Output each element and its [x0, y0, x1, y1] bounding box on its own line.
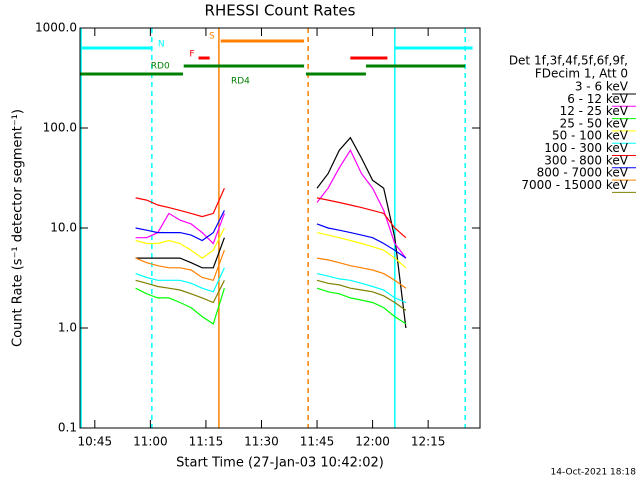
x-tick-label: 11:00: [133, 435, 168, 449]
series-line: [135, 249, 407, 289]
chart-title: RHESSI Count Rates: [205, 2, 356, 20]
x-tick-label: 10:45: [78, 435, 113, 449]
y-tick-label: 1.0: [58, 321, 77, 335]
flag-label: RD0: [151, 62, 170, 72]
legend-label: 100 - 300 keV: [544, 141, 628, 155]
legend-title: FDecim 1, Att 0: [535, 67, 628, 81]
series-line: [135, 210, 407, 259]
series-line: [135, 267, 407, 304]
legend-title: Det 1f,3f,4f,5f,6f,9f,: [509, 54, 628, 68]
series-line: [135, 227, 407, 269]
y-axis-label: Count Rate (s⁻¹ detector segment⁻¹): [11, 109, 26, 347]
legend-label: 7000 - 15000 keV: [521, 178, 628, 192]
y-tick-label: 10.0: [50, 221, 77, 235]
series-line: [135, 148, 407, 259]
x-tick-label: 12:00: [355, 435, 390, 449]
series-line: [135, 187, 407, 239]
x-axis-label: Start Time (27-Jan-03 10:42:02): [176, 456, 384, 471]
legend-label: 6 - 12 keV: [567, 92, 629, 106]
x-tick-label: 11:15: [189, 435, 224, 449]
series-line: [135, 136, 407, 329]
x-tick-label: 12:15: [411, 435, 446, 449]
y-tick-label: 0.1: [58, 421, 77, 435]
legend-label: 300 - 800 keV: [544, 153, 628, 167]
legend-label: 25 - 50 keV: [560, 116, 629, 130]
flag-label: F: [189, 50, 194, 60]
x-tick-label: 11:45: [300, 435, 335, 449]
series-line: [135, 287, 407, 325]
legend-label: 50 - 100 keV: [552, 129, 629, 143]
series-line: [135, 279, 407, 311]
legend-label: 12 - 25 keV: [560, 104, 629, 118]
y-tick-label: 1000.0: [35, 21, 77, 35]
legend-label: 3 - 6 keV: [575, 80, 629, 94]
y-tick-label: 100.0: [43, 121, 77, 135]
flag-label: S: [209, 32, 215, 42]
plot-frame: [79, 27, 481, 429]
footer: 14-Oct-2021 18:18: [551, 468, 637, 478]
flag-label: N: [158, 40, 165, 50]
flag-label: RD4: [231, 77, 250, 87]
legend-label: 800 - 7000 keV: [537, 166, 629, 180]
x-tick-label: 11:30: [244, 435, 279, 449]
